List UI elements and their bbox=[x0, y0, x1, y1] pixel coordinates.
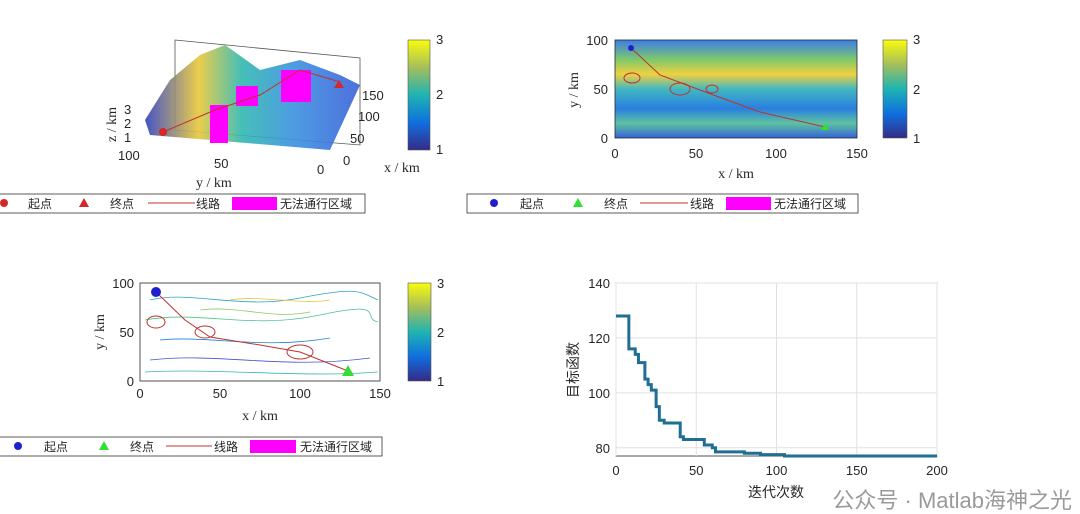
y-axis-label: 目标函数 bbox=[566, 342, 582, 398]
legend-start: 起点 bbox=[520, 197, 544, 211]
legend-end: 终点 bbox=[110, 196, 134, 211]
x-tick: 150 bbox=[369, 386, 391, 401]
legend-start: 起点 bbox=[44, 440, 68, 454]
colorbar-tick: 2 bbox=[437, 325, 444, 340]
y-tick: 50 bbox=[214, 156, 228, 171]
x-tick: 100 bbox=[358, 109, 380, 124]
x-axis-label: x / km bbox=[242, 409, 278, 424]
legend: 起点 终点 线路 无法通行区域 bbox=[0, 436, 383, 457]
y-tick: 100 bbox=[586, 33, 608, 48]
colorbar-tick: 1 bbox=[437, 374, 444, 389]
x-tick: 50 bbox=[213, 386, 227, 401]
x-tick: 0 bbox=[136, 386, 143, 401]
y-tick: 80 bbox=[596, 441, 610, 456]
colorbar-tick: 1 bbox=[436, 142, 443, 157]
x-tick: 100 bbox=[289, 386, 311, 401]
convergence-curve bbox=[616, 314, 937, 458]
y-axis-label: y / km bbox=[196, 176, 232, 191]
start-marker bbox=[628, 45, 634, 51]
obstacle bbox=[623, 72, 641, 84]
obstacle bbox=[669, 82, 691, 96]
y-tick: 0 bbox=[317, 162, 324, 177]
colorbar bbox=[407, 282, 432, 382]
obstacle bbox=[236, 86, 258, 106]
route-line bbox=[630, 47, 826, 128]
y-tick: 0 bbox=[127, 374, 134, 389]
start-marker bbox=[0, 199, 8, 207]
watermark: 公众号 · Matlab海神之光 bbox=[832, 488, 1072, 513]
legend-start: 起点 bbox=[28, 197, 52, 211]
y-axis-label: y / km bbox=[567, 72, 582, 108]
legend-end: 终点 bbox=[604, 196, 628, 211]
x-tick: 0 bbox=[612, 463, 619, 478]
obstacle bbox=[194, 325, 216, 339]
route-line bbox=[162, 69, 341, 133]
y-tick: 100 bbox=[588, 386, 610, 401]
obstacle bbox=[210, 105, 228, 143]
route-line bbox=[155, 291, 349, 372]
heatmap-plot: 0 50 100 150 0 50 100 x / km y / km 3 2 … bbox=[466, 32, 920, 214]
start-marker bbox=[159, 128, 167, 136]
obstacle bbox=[281, 70, 311, 102]
x-tick: 0 bbox=[343, 153, 350, 168]
x-axis-label: x / km bbox=[718, 167, 754, 182]
end-marker bbox=[334, 80, 344, 88]
y-tick: 50 bbox=[120, 325, 134, 340]
x-tick: 150 bbox=[362, 88, 384, 103]
legend: 起点 终点 线路 无法通行区域 bbox=[0, 193, 366, 214]
heatmap bbox=[615, 40, 857, 138]
x-axis-label: 迭代次数 bbox=[748, 485, 804, 501]
legend-route: 线路 bbox=[690, 196, 714, 211]
legend-route: 线路 bbox=[214, 439, 238, 454]
end-marker bbox=[821, 123, 829, 130]
start-marker bbox=[151, 287, 161, 297]
x-tick: 50 bbox=[689, 146, 703, 161]
x-tick: 150 bbox=[846, 463, 868, 478]
colorbar bbox=[407, 39, 431, 151]
end-marker bbox=[342, 365, 354, 376]
y-tick: 100 bbox=[118, 148, 140, 163]
colorbar-tick: 3 bbox=[913, 32, 920, 47]
z-tick: 2 bbox=[124, 116, 131, 131]
legend-end: 终点 bbox=[130, 439, 154, 454]
y-tick: 120 bbox=[588, 331, 610, 346]
x-axis-label: x / km bbox=[384, 161, 420, 176]
end-marker bbox=[79, 198, 89, 207]
y-tick: 140 bbox=[588, 276, 610, 291]
obstacle bbox=[146, 315, 166, 329]
contour-plot: 0 50 100 150 0 50 100 x / km y / km 3 2 … bbox=[0, 276, 444, 457]
x-tick: 50 bbox=[350, 131, 364, 146]
convergence-plot: 0 50 100 150 200 80 100 120 140 迭代次数 目标函数 bbox=[566, 276, 948, 501]
z-axis-label: z / km bbox=[105, 107, 120, 142]
colorbar-tick: 1 bbox=[913, 131, 920, 146]
y-tick: 0 bbox=[601, 131, 608, 146]
legend-route: 线路 bbox=[196, 196, 220, 211]
y-tick: 100 bbox=[112, 276, 134, 291]
x-tick: 150 bbox=[846, 146, 868, 161]
colorbar bbox=[882, 39, 908, 139]
x-tick: 50 bbox=[689, 463, 703, 478]
x-tick: 100 bbox=[766, 463, 788, 478]
legend: 起点 终点 线路 无法通行区域 bbox=[466, 193, 859, 214]
colorbar-tick: 2 bbox=[436, 87, 443, 102]
surface-plot: 100 50 0 0 50 100 150 1 2 3 y / km x / k… bbox=[0, 32, 443, 214]
x-tick: 100 bbox=[765, 146, 787, 161]
z-tick: 3 bbox=[124, 102, 131, 117]
x-tick: 200 bbox=[926, 463, 948, 478]
y-tick: 50 bbox=[594, 82, 608, 97]
legend-obstacle: 无法通行区域 bbox=[774, 197, 846, 211]
obstacle bbox=[286, 344, 314, 360]
y-axis-label: y / km bbox=[93, 314, 108, 350]
legend-obstacle: 无法通行区域 bbox=[300, 440, 372, 454]
colorbar-tick: 3 bbox=[436, 32, 443, 47]
obstacle bbox=[705, 84, 719, 94]
colorbar-tick: 3 bbox=[437, 276, 444, 291]
x-tick: 0 bbox=[611, 146, 618, 161]
legend-obstacle: 无法通行区域 bbox=[280, 197, 352, 211]
z-tick: 1 bbox=[124, 130, 131, 145]
colorbar-tick: 2 bbox=[913, 82, 920, 97]
